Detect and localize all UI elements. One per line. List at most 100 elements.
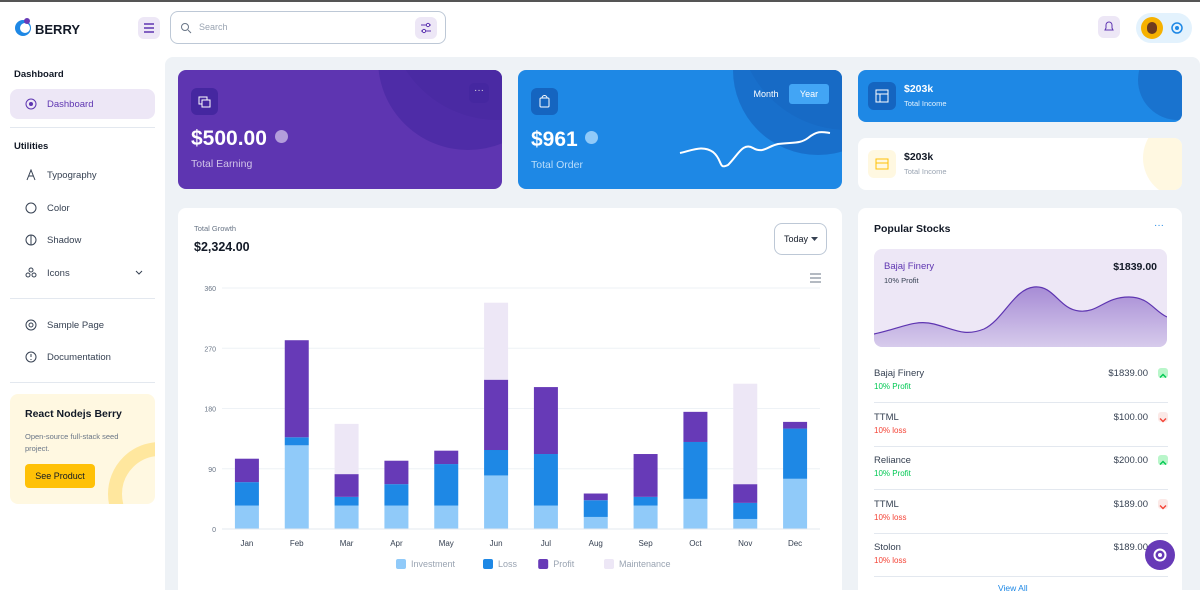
bar	[533, 454, 558, 506]
stock-name: Stolon	[874, 542, 901, 553]
bar	[234, 458, 259, 483]
bar	[533, 387, 558, 455]
promo-button[interactable]: See Product	[25, 464, 95, 488]
menu-toggle[interactable]	[138, 17, 160, 39]
bar	[284, 437, 309, 446]
stock-change: 10% loss	[874, 425, 907, 435]
stock-row: Reliance $200.00 10% Profit	[874, 447, 1168, 490]
bar	[733, 484, 758, 503]
nav-label: Sample Page	[47, 319, 105, 331]
x-tick-label: Mar	[340, 539, 354, 548]
income-value: $203k	[904, 83, 934, 95]
legend-swatch	[604, 559, 614, 569]
bar	[633, 454, 658, 497]
featured-name: Bajaj Finery	[884, 261, 935, 272]
section-title: Dashboard	[14, 69, 64, 80]
bar	[334, 496, 359, 506]
stock-value: $1839.00	[1108, 368, 1148, 379]
income-label: Total Income	[904, 99, 947, 108]
stock-row: Stolon $189.00 10% loss	[874, 534, 1168, 577]
y-tick-label: 360	[204, 286, 216, 293]
promo-title: React Nodejs Berry	[25, 408, 122, 420]
bar	[434, 450, 459, 465]
search-box[interactable]: Search	[170, 11, 446, 44]
profile[interactable]	[1136, 13, 1192, 43]
nav-item[interactable]: Dashboard	[10, 89, 155, 119]
legend-label: Loss	[498, 559, 518, 569]
stock-name: Reliance	[874, 455, 911, 466]
chart-menu[interactable]	[809, 273, 822, 283]
bar	[484, 379, 509, 451]
chart: 0 90 180 270 360 Jan Feb Mar Apr May Jun Jul Aug Sep O…	[204, 286, 820, 569]
stock-row: TTML $100.00 10% loss	[874, 404, 1168, 447]
nav-item[interactable]: Documentation	[10, 342, 155, 372]
stock-change: 10% loss	[874, 556, 907, 565]
logo	[15, 18, 31, 36]
stock-change: 10% loss	[874, 512, 907, 522]
stock-value: $189.00	[1113, 498, 1148, 510]
tab[interactable]: Month	[753, 89, 779, 99]
x-tick-label: Jun	[490, 539, 503, 548]
view-all[interactable]: View All	[998, 583, 1028, 593]
bar	[484, 450, 509, 476]
bar	[334, 474, 359, 497]
bar	[633, 496, 658, 506]
nav-item[interactable]: Icons	[10, 258, 155, 288]
y-tick-label: 270	[204, 346, 216, 353]
bar	[533, 505, 558, 529]
y-tick-label: 0	[212, 527, 216, 534]
nav-label: Shadow	[47, 234, 82, 246]
order-card: Month Year $961 Total Order	[518, 70, 842, 189]
bar	[583, 500, 608, 517]
notifications[interactable]	[1098, 16, 1120, 38]
trend-icon	[1158, 368, 1168, 378]
bar	[783, 478, 808, 529]
nav-label: Icons	[47, 267, 70, 279]
trend-icon	[1158, 498, 1168, 509]
tab[interactable]: Year	[789, 84, 829, 104]
bar	[334, 423, 359, 475]
legend-label: Maintenance	[619, 559, 671, 569]
bar	[434, 464, 459, 506]
bar	[783, 421, 808, 429]
filter-label: Today	[784, 234, 809, 244]
stock-name: Bajaj Finery	[874, 368, 925, 379]
x-tick-label: Aug	[589, 539, 603, 548]
nav-item[interactable]: Color	[10, 193, 155, 223]
y-tick-label: 180	[204, 407, 216, 414]
promo-text: Open-source full-stack seed project.	[25, 432, 119, 453]
nav-label: Typography	[47, 169, 97, 181]
order-label: Total Order	[531, 159, 583, 171]
income-label: Total Income	[904, 167, 947, 176]
bar	[484, 302, 509, 380]
settings-fab[interactable]	[1145, 540, 1175, 570]
legend-label: Investment	[411, 559, 456, 569]
x-tick-label: Dec	[788, 539, 802, 548]
stock-row: TTML $189.00 10% loss	[874, 491, 1168, 534]
nav-item[interactable]: Typography	[10, 160, 155, 190]
search-placeholder: Search	[199, 22, 228, 32]
x-tick-label: Sep	[638, 539, 653, 548]
bar	[384, 460, 409, 485]
filter-select[interactable]: Today	[774, 223, 827, 255]
stock-change: 10% Profit	[874, 469, 911, 478]
nav-item[interactable]: Shadow	[10, 225, 155, 255]
legend-swatch	[396, 559, 406, 569]
divider	[10, 382, 155, 383]
nav-label: Documentation	[47, 351, 111, 363]
x-tick-label: Oct	[689, 539, 702, 548]
stock-change: 10% Profit	[874, 382, 911, 391]
stocks-menu[interactable]: ···	[1154, 220, 1164, 231]
trend-icon	[1158, 455, 1168, 465]
x-tick-label: Jan	[240, 539, 253, 548]
bar	[384, 505, 409, 529]
x-tick-label: Jul	[541, 539, 551, 548]
nav-label: Dashboard	[47, 98, 94, 110]
nav-item[interactable]: Sample Page	[10, 310, 155, 340]
featured-value: $1839.00	[1113, 261, 1157, 273]
stock-value: $200.00	[1113, 455, 1148, 466]
earning-label: Total Earning	[191, 158, 253, 170]
bar	[633, 505, 658, 529]
stock-row: Bajaj Finery $1839.00 10% Profit	[874, 360, 1168, 403]
